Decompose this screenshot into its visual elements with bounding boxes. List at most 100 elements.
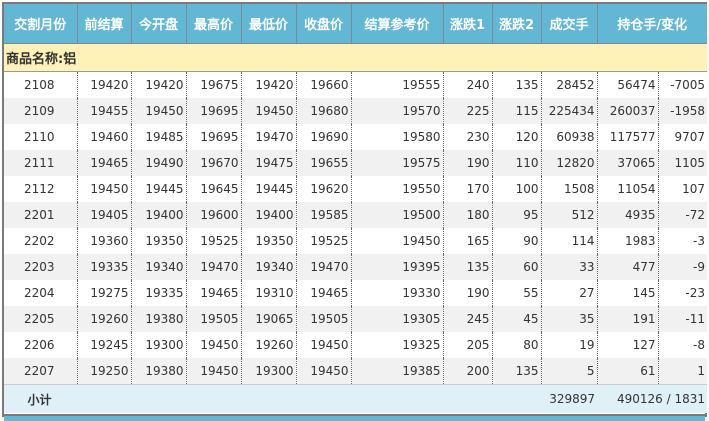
- table-cell: 190: [443, 150, 493, 176]
- table-cell: 19655: [296, 150, 352, 176]
- table-cell: 56474: [597, 71, 659, 98]
- table-cell: 19485: [131, 124, 187, 150]
- table-cell: 19500: [351, 202, 444, 228]
- table-cell: 19450: [186, 358, 242, 385]
- table-cell: 19245: [77, 332, 132, 358]
- table-cell: 19475: [241, 150, 297, 176]
- table-cell: 19: [541, 332, 598, 358]
- table-row[interactable]: 2205 19260 19380 19505 19065 19505 19305 245 45 3…: [4, 306, 707, 332]
- table-cell: -7005: [658, 71, 707, 98]
- table-cell: 19380: [131, 306, 187, 332]
- table-cell: 19525: [186, 228, 242, 254]
- table-row[interactable]: 2203 19335 19340 19470 19340 19470 19395 135 60 3…: [4, 254, 707, 280]
- table-cell: 19360: [77, 228, 132, 254]
- table-cell: 240: [443, 71, 493, 98]
- table-cell: 19300: [131, 332, 187, 358]
- table-row[interactable]: 2111 19465 19490 19670 19475 19655 19575 190 110…: [4, 150, 707, 176]
- table-cell: 19525: [296, 228, 352, 254]
- table-cell: 19470: [241, 124, 297, 150]
- subtotal-row: 小计 329897 490126 / 1831: [4, 384, 707, 413]
- table-cell: 19680: [296, 98, 352, 124]
- table-cell: -23: [658, 280, 707, 306]
- next-header-strip: [4, 414, 705, 421]
- table-cell: 19460: [77, 124, 132, 150]
- table-cell: 2203: [4, 254, 78, 280]
- table-cell: 114: [541, 228, 598, 254]
- table-cell: 19260: [241, 332, 297, 358]
- table-row[interactable]: 2207 19250 19380 19450 19300 19450 19385 200 135…: [4, 358, 707, 385]
- table-cell: 19450: [296, 358, 352, 385]
- table-cell: 2202: [4, 228, 78, 254]
- table-cell: 19395: [351, 254, 444, 280]
- table-cell: 19670: [186, 150, 242, 176]
- column-header: 最高价: [186, 4, 242, 44]
- table-cell: 19400: [241, 202, 297, 228]
- table-cell: 19250: [77, 358, 132, 385]
- table-cell: 2206: [4, 332, 78, 358]
- table-cell: 205: [443, 332, 493, 358]
- table-cell: 19690: [296, 124, 352, 150]
- column-header: 收盘价: [296, 4, 352, 44]
- table-cell: 2110: [4, 124, 78, 150]
- table-cell: 1105: [658, 150, 707, 176]
- table-cell: 19300: [241, 358, 297, 385]
- table-cell: 19620: [296, 176, 352, 202]
- table-cell: 19400: [131, 202, 187, 228]
- table-cell: 2108: [4, 71, 78, 98]
- table-cell: 225: [443, 98, 493, 124]
- table-cell: 19310: [241, 280, 297, 306]
- table-cell: 117577: [597, 124, 659, 150]
- table-cell: 19405: [77, 202, 132, 228]
- subtotal-spacer: [77, 384, 541, 413]
- table-cell: 19450: [131, 98, 187, 124]
- table-row[interactable]: 2108 19420 19420 19675 19420 19660 19555 240 135…: [4, 71, 707, 98]
- table-row[interactable]: 2110 19460 19485 19695 19470 19690 19580 230 120…: [4, 124, 707, 150]
- table-cell: 19695: [186, 98, 242, 124]
- table-cell: 19470: [296, 254, 352, 280]
- table-cell: 12820: [541, 150, 598, 176]
- table-cell: 45: [492, 306, 542, 332]
- table-cell: 19325: [351, 332, 444, 358]
- table-cell: 19340: [241, 254, 297, 280]
- table-cell: 11054: [597, 176, 659, 202]
- table-cell: 115: [492, 98, 542, 124]
- table-row[interactable]: 2202 19360 19350 19525 19350 19525 19450 165 90 1…: [4, 228, 707, 254]
- table-cell: 110: [492, 150, 542, 176]
- table-cell: 19385: [351, 358, 444, 385]
- table-cell: 120: [492, 124, 542, 150]
- table-cell: 19490: [131, 150, 187, 176]
- table-cell: 19350: [131, 228, 187, 254]
- table-row[interactable]: 2204 19275 19335 19465 19310 19465 19330 190 55 2…: [4, 280, 707, 306]
- table-row[interactable]: 2112 19450 19445 19645 19445 19620 19550 170 100…: [4, 176, 707, 202]
- table-cell: 19585: [296, 202, 352, 228]
- table-cell: 260037: [597, 98, 659, 124]
- table-cell: 55: [492, 280, 542, 306]
- table-cell: 512: [541, 202, 598, 228]
- table-cell: 145: [597, 280, 659, 306]
- table-cell: 19275: [77, 280, 132, 306]
- table-cell: 19505: [296, 306, 352, 332]
- table-row[interactable]: 2109 19455 19450 19695 19450 19680 19570 225 115…: [4, 98, 707, 124]
- table-cell: 60: [492, 254, 542, 280]
- table-cell: 19420: [131, 71, 187, 98]
- table-cell: 95: [492, 202, 542, 228]
- subtotal-label: 小计: [4, 384, 77, 413]
- table-cell: 225434: [541, 98, 598, 124]
- table-cell: 19470: [186, 254, 242, 280]
- table-cell: 170: [443, 176, 493, 202]
- table-cell: 27: [541, 280, 598, 306]
- table-cell: 135: [492, 358, 542, 385]
- table-cell: 19305: [351, 306, 444, 332]
- table-cell: 19065: [241, 306, 297, 332]
- table-cell: 19695: [186, 124, 242, 150]
- table-cell: 19340: [131, 254, 187, 280]
- table-cell: 230: [443, 124, 493, 150]
- table-row[interactable]: 2206 19245 19300 19450 19260 19450 19325 205 80 1…: [4, 332, 707, 358]
- column-header: 交割月份: [4, 4, 78, 44]
- table-cell: -3: [658, 228, 707, 254]
- table-cell: 245: [443, 306, 493, 332]
- table-cell: 33: [541, 254, 598, 280]
- table-cell: 100: [492, 176, 542, 202]
- table-row[interactable]: 2201 19405 19400 19600 19400 19585 19500 180 95 5…: [4, 202, 707, 228]
